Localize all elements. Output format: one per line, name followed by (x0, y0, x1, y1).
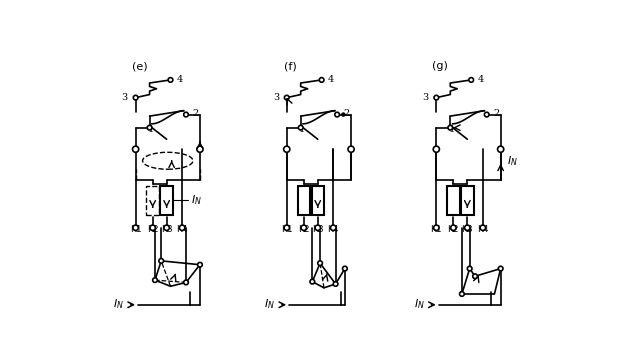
Circle shape (133, 146, 139, 152)
Text: 3: 3 (273, 93, 279, 102)
Circle shape (497, 146, 504, 152)
Circle shape (469, 78, 474, 82)
Text: K2: K2 (147, 225, 159, 234)
Text: K1: K1 (430, 225, 442, 234)
Bar (161, 186, 173, 215)
Circle shape (153, 278, 157, 282)
Text: 2: 2 (192, 110, 198, 118)
Circle shape (330, 225, 336, 231)
Circle shape (184, 280, 188, 285)
Circle shape (472, 274, 477, 279)
Text: K1: K1 (130, 225, 141, 234)
Circle shape (484, 112, 489, 117)
Text: 3: 3 (122, 93, 128, 102)
Circle shape (133, 95, 138, 100)
Circle shape (434, 95, 439, 100)
Circle shape (318, 261, 322, 266)
Bar (461, 186, 474, 215)
Circle shape (448, 125, 453, 130)
Text: 1: 1 (299, 125, 306, 134)
Text: $I_N$: $I_N$ (264, 297, 275, 311)
Text: (f): (f) (284, 61, 297, 71)
Circle shape (184, 112, 188, 117)
Bar (312, 186, 324, 215)
Circle shape (334, 282, 338, 286)
Circle shape (433, 146, 440, 152)
Text: $I_N$: $I_N$ (113, 297, 124, 311)
Text: K4: K4 (477, 225, 489, 234)
Circle shape (451, 225, 456, 231)
Circle shape (298, 125, 303, 130)
Circle shape (310, 279, 315, 284)
Text: K2: K2 (298, 225, 309, 234)
Circle shape (284, 225, 290, 231)
Circle shape (148, 125, 152, 130)
Text: K2: K2 (448, 225, 459, 234)
Circle shape (301, 225, 306, 231)
Circle shape (467, 266, 472, 271)
Text: 4: 4 (477, 76, 484, 84)
Text: $I_N$: $I_N$ (414, 297, 425, 311)
Circle shape (164, 225, 169, 231)
Bar (298, 186, 310, 215)
Circle shape (285, 95, 289, 100)
Text: K3: K3 (461, 225, 473, 234)
Text: 1: 1 (449, 125, 455, 134)
Text: 4: 4 (328, 76, 334, 84)
Text: 4: 4 (177, 76, 183, 84)
Circle shape (159, 258, 164, 263)
Text: 1: 1 (148, 125, 154, 134)
Circle shape (459, 292, 464, 296)
Circle shape (179, 225, 185, 231)
Circle shape (342, 266, 347, 271)
Text: (g): (g) (432, 61, 448, 71)
Circle shape (464, 225, 470, 231)
Bar (146, 186, 159, 215)
Text: $I_N$: $I_N$ (507, 154, 518, 168)
Text: 3: 3 (422, 93, 428, 102)
Circle shape (498, 266, 503, 271)
Text: $I_N$: $I_N$ (191, 194, 202, 207)
Text: K3: K3 (312, 225, 324, 234)
Circle shape (150, 225, 156, 231)
Text: 2: 2 (493, 110, 499, 118)
Bar (447, 186, 459, 215)
Circle shape (433, 225, 439, 231)
Text: K3: K3 (161, 225, 172, 234)
Circle shape (348, 146, 354, 152)
Circle shape (335, 112, 340, 117)
Circle shape (197, 146, 203, 152)
Circle shape (319, 78, 324, 82)
Circle shape (342, 113, 345, 116)
Circle shape (283, 146, 290, 152)
Text: (e): (e) (131, 61, 148, 71)
Text: K4: K4 (327, 225, 339, 234)
Circle shape (480, 225, 485, 231)
Circle shape (133, 225, 138, 231)
Text: K1: K1 (281, 225, 293, 234)
Circle shape (168, 78, 173, 82)
Circle shape (315, 225, 321, 231)
Circle shape (198, 262, 202, 267)
Text: K4: K4 (176, 225, 188, 234)
Text: 2: 2 (343, 110, 350, 118)
